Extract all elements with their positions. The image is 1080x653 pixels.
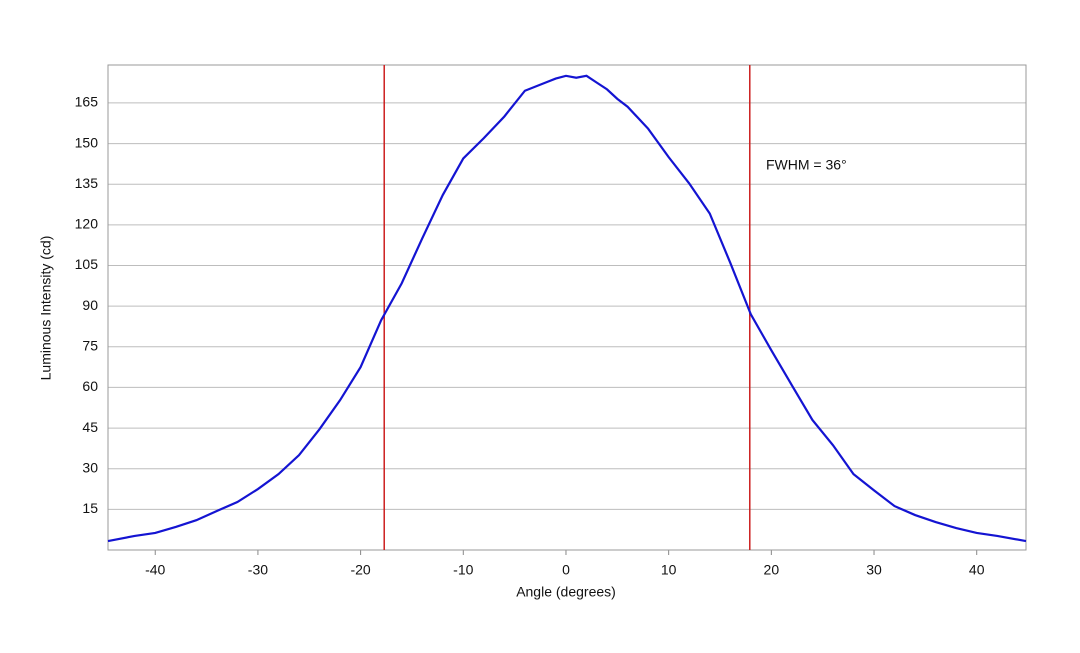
plot-frame [107,64,1027,551]
y-tick-label: 30 [82,459,98,475]
y-tick-label: 45 [82,419,98,435]
y-axis-label: Luminous Intensity (cd) [38,236,54,381]
y-tick-label: 75 [82,337,98,353]
y-tick-label: 120 [75,216,99,232]
y-tick-label: 165 [75,94,99,110]
x-tick-label: 10 [661,562,677,578]
y-tick-label: 105 [75,256,99,272]
x-tick-label: 30 [866,562,882,578]
y-tick-label: 15 [82,500,98,516]
x-tick-label: -30 [248,562,268,578]
x-axis-label: Angle (degrees) [516,584,616,600]
annotation: FWHM = 36° [766,157,847,173]
x-tick-label: 40 [969,562,985,578]
x-tick-label: -40 [145,562,165,578]
y-tick-label: 150 [75,134,99,150]
x-tick-label: -20 [350,562,370,578]
y-tick-label: 90 [82,297,98,313]
line-series [107,74,1027,543]
y-tick-label: 135 [75,175,99,191]
x-tick-label: 20 [764,562,780,578]
y-tick-label: 60 [82,378,98,394]
x-tick-label: -10 [453,562,473,578]
x-tick-label: 0 [562,562,570,578]
